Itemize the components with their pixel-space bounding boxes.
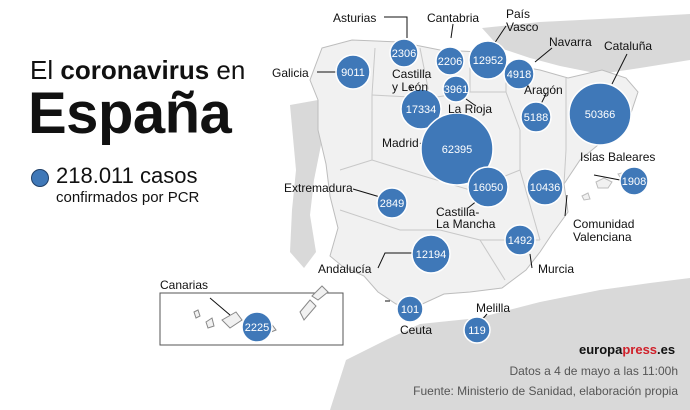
label-cataluna: Cataluña bbox=[604, 39, 652, 53]
portugal-landmass bbox=[290, 100, 322, 268]
label-castilla: Castilla bbox=[392, 67, 432, 81]
value-extremadura: 2849 bbox=[380, 198, 404, 210]
bubble-melilla bbox=[463, 316, 491, 344]
label-vasco: Vasco bbox=[506, 20, 539, 34]
total-cases-value: 218.011 bbox=[56, 163, 134, 188]
case-bubbles bbox=[241, 38, 649, 344]
brand-part3: .es bbox=[657, 342, 676, 357]
label-madrid: Madrid bbox=[382, 136, 419, 150]
bubble-asturias bbox=[389, 38, 419, 68]
value-andalucia: 12194 bbox=[416, 249, 447, 261]
bubble-aragon bbox=[520, 101, 552, 133]
label-melilla: Melilla bbox=[476, 301, 510, 315]
label-pais: País bbox=[506, 7, 530, 21]
morocco-landmass bbox=[330, 278, 690, 410]
label-aragon: Aragón bbox=[524, 83, 563, 97]
value-navarra: 4918 bbox=[507, 69, 531, 81]
label-y-leon: y León bbox=[392, 80, 428, 94]
label-islas-baleares: Islas Baleares bbox=[580, 150, 655, 164]
value-cantabria: 2206 bbox=[438, 56, 462, 68]
value-galicia: 9011 bbox=[341, 67, 365, 79]
headline-emphasis: coronavirus bbox=[60, 55, 210, 85]
label-galicia: Galicia bbox=[272, 66, 309, 80]
value-aragon: 5188 bbox=[524, 112, 548, 124]
value-melilla: 119 bbox=[468, 325, 486, 337]
bubble-murcia bbox=[504, 224, 536, 256]
total-cases: 218.011 casos bbox=[56, 163, 198, 189]
brand-logo: europapress.es bbox=[579, 342, 675, 357]
footnote-date: Datos a 4 de mayo a las 11:00h bbox=[509, 364, 678, 378]
value-asturias: 2306 bbox=[392, 48, 416, 60]
bubble-valenciana bbox=[526, 168, 564, 206]
bubble-cataluna bbox=[568, 82, 632, 146]
label-cantabria: Cantabria bbox=[427, 11, 479, 25]
bubble-ceuta bbox=[396, 295, 424, 323]
bubble-castilla-leon bbox=[400, 88, 442, 130]
bubble-madrid bbox=[420, 112, 494, 186]
label-ceuta: Ceuta bbox=[400, 323, 432, 337]
value-pais-vasco: 12952 bbox=[473, 55, 504, 67]
bubble-cantabria bbox=[435, 46, 465, 76]
bubble-extremadura bbox=[376, 187, 408, 219]
footnote-source: Fuente: Ministerio de Sanidad, elaboraci… bbox=[413, 384, 678, 398]
label-asturias: Asturias bbox=[333, 11, 376, 25]
region-borders bbox=[339, 47, 567, 281]
total-cases-subtitle: confirmados por PCR bbox=[56, 189, 200, 206]
bubble-baleares bbox=[619, 166, 649, 196]
value-canarias: 2225 bbox=[245, 322, 269, 334]
label-la-mancha: La Mancha bbox=[436, 217, 496, 231]
label-comunidad: Comunidad bbox=[573, 217, 634, 231]
total-cases-unit: casos bbox=[140, 163, 198, 188]
label-la-rioja: La Rioja bbox=[448, 102, 492, 116]
bubble-canarias bbox=[241, 311, 273, 343]
bubble-galicia bbox=[335, 54, 371, 90]
value-castilla-la-mancha: 16050 bbox=[473, 182, 504, 194]
label-castilla-2: Castilla- bbox=[436, 205, 479, 219]
value-cataluna: 50366 bbox=[585, 109, 616, 121]
bubble-andalucia bbox=[411, 234, 451, 274]
label-murcia: Murcia bbox=[538, 262, 574, 276]
value-baleares: 1908 bbox=[622, 176, 646, 188]
headline-prefix: El bbox=[30, 55, 54, 85]
bubble-la-rioja bbox=[442, 75, 470, 103]
brand-part2: press bbox=[622, 342, 658, 357]
value-murcia: 1492 bbox=[508, 235, 532, 247]
value-madrid: 62395 bbox=[442, 144, 473, 156]
bubble-values: 9011 2306 2206 12952 4918 50366 17334 39… bbox=[245, 48, 646, 337]
value-la-rioja: 3961 bbox=[444, 84, 468, 96]
headline-intro: El coronavirus en bbox=[30, 55, 245, 86]
value-castilla-leon: 17334 bbox=[406, 104, 437, 116]
bubble-navarra bbox=[503, 58, 535, 90]
label-andalucia: Andalucía bbox=[318, 262, 372, 276]
label-extremadura: Extremadura bbox=[284, 181, 353, 195]
cases-bullet-icon bbox=[31, 169, 49, 187]
headline-country: España bbox=[28, 81, 232, 146]
bubble-castilla-la-mancha bbox=[467, 166, 509, 208]
label-navarra: Navarra bbox=[549, 35, 592, 49]
bubble-pais-vasco bbox=[468, 40, 508, 80]
value-ceuta: 101 bbox=[401, 304, 419, 316]
france-landmass bbox=[482, 14, 690, 74]
headline-suffix: en bbox=[216, 55, 246, 85]
value-valenciana: 10436 bbox=[530, 182, 561, 194]
label-canarias: Canarias bbox=[160, 278, 208, 292]
brand-part1: europa bbox=[579, 342, 623, 357]
label-valenciana: Valenciana bbox=[573, 230, 632, 244]
region-labels: Asturias Cantabria País Vasco Navarra Ca… bbox=[160, 7, 655, 337]
